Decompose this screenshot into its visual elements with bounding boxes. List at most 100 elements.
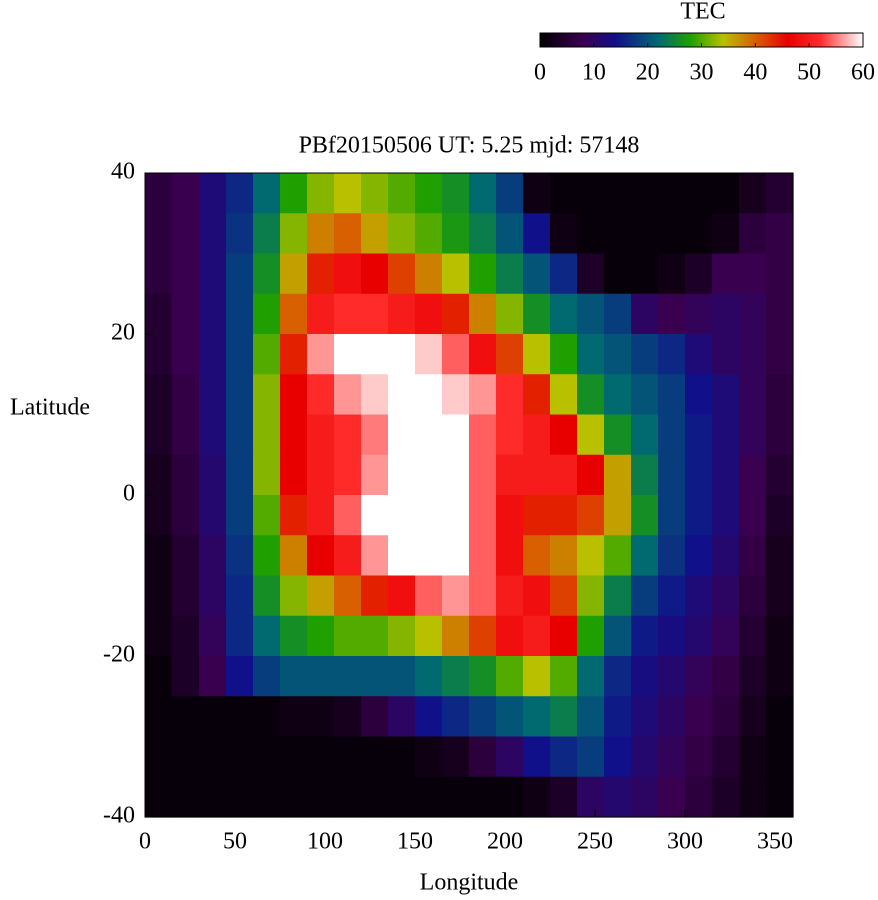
heat-cell: [415, 535, 443, 577]
heat-cell: [172, 495, 200, 536]
heat-cell: [685, 293, 713, 335]
heat-cell: [712, 334, 740, 375]
heat-cell: [712, 736, 740, 778]
heat-cell: [523, 696, 551, 738]
heat-cell: [361, 495, 389, 536]
heat-cell: [685, 495, 713, 536]
heat-cell: [334, 374, 362, 416]
heat-cell: [145, 656, 173, 697]
y-axis-label: Latitude: [10, 395, 90, 421]
heat-cell: [739, 293, 767, 335]
heat-cell: [658, 776, 686, 818]
heat-cell: [523, 213, 551, 255]
heat-cell: [496, 173, 524, 214]
heat-cell: [631, 615, 659, 657]
heat-cell: [199, 454, 227, 496]
heat-cell: [307, 334, 335, 375]
heat-cell: [199, 374, 227, 416]
heat-cell: [415, 253, 443, 295]
heat-cell: [280, 656, 308, 697]
heat-cell: [253, 575, 281, 617]
heat-cell: [172, 454, 200, 496]
heat-cell: [685, 213, 713, 255]
heatmap: [145, 173, 794, 818]
heat-cell: [415, 293, 443, 335]
heat-cell: [550, 615, 578, 657]
heat-cell: [334, 776, 362, 818]
heat-cell: [685, 615, 713, 657]
heat-cell: [199, 293, 227, 335]
heat-cell: [739, 615, 767, 657]
heat-cell: [334, 575, 362, 617]
heat-cell: [172, 213, 200, 255]
heat-cell: [469, 454, 497, 496]
heat-cell: [307, 535, 335, 577]
heat-cell: [523, 495, 551, 536]
heat-cell: [442, 776, 470, 818]
heat-cell: [631, 495, 659, 536]
heat-cell: [766, 575, 794, 617]
heat-cell: [280, 334, 308, 375]
heat-cell: [739, 736, 767, 778]
heat-cell: [199, 575, 227, 617]
heat-cell: [145, 454, 173, 496]
heat-cell: [658, 615, 686, 657]
heat-cell: [658, 696, 686, 738]
heat-cell: [496, 776, 524, 818]
heat-cell: [604, 495, 632, 536]
heat-cell: [145, 253, 173, 295]
heat-cell: [658, 575, 686, 617]
heat-cell: [280, 615, 308, 657]
heat-cell: [469, 615, 497, 657]
heat-cell: [253, 414, 281, 456]
heat-cell: [307, 454, 335, 496]
heat-cell: [469, 374, 497, 416]
heat-cell: [577, 575, 605, 617]
heat-cell: [523, 656, 551, 697]
heat-cell: [388, 414, 416, 456]
colorbar-tick-label: 30: [690, 60, 714, 86]
heat-cell: [712, 656, 740, 697]
colorbar-tick-label: 60: [851, 60, 875, 86]
heat-cell: [442, 414, 470, 456]
heat-cell: [685, 736, 713, 778]
heat-cell: [415, 696, 443, 738]
heat-cell: [685, 374, 713, 416]
heat-cell: [658, 736, 686, 778]
heat-cell: [145, 173, 173, 214]
x-axis-label: Longitude: [420, 870, 519, 896]
heat-cell: [739, 696, 767, 738]
heat-cell: [496, 575, 524, 617]
heat-cell: [307, 173, 335, 214]
heat-cell: [280, 495, 308, 536]
heat-cell: [631, 736, 659, 778]
heat-cell: [145, 615, 173, 657]
heat-cell: [550, 414, 578, 456]
heat-cell: [199, 414, 227, 456]
heat-cell: [550, 374, 578, 416]
heat-cell: [658, 213, 686, 255]
colorbar-label: TEC: [680, 0, 725, 25]
heat-cell: [712, 253, 740, 295]
heat-cell: [712, 575, 740, 617]
heat-cell: [361, 414, 389, 456]
heat-cell: [577, 615, 605, 657]
heat-cell: [577, 535, 605, 577]
heat-cell: [550, 334, 578, 375]
heat-cell: [577, 454, 605, 496]
heat-cell: [172, 535, 200, 577]
heat-cell: [766, 495, 794, 536]
heat-cell: [766, 293, 794, 335]
heat-cell: [361, 776, 389, 818]
heat-cell: [469, 173, 497, 214]
heat-cell: [388, 696, 416, 738]
heat-cell: [496, 253, 524, 295]
heat-cell: [307, 776, 335, 818]
heat-cell: [604, 334, 632, 375]
heat-cell: [604, 736, 632, 778]
heat-cell: [577, 736, 605, 778]
heat-cell: [550, 736, 578, 778]
heat-cell: [496, 535, 524, 577]
heat-cell: [226, 776, 254, 818]
heat-cell: [253, 213, 281, 255]
